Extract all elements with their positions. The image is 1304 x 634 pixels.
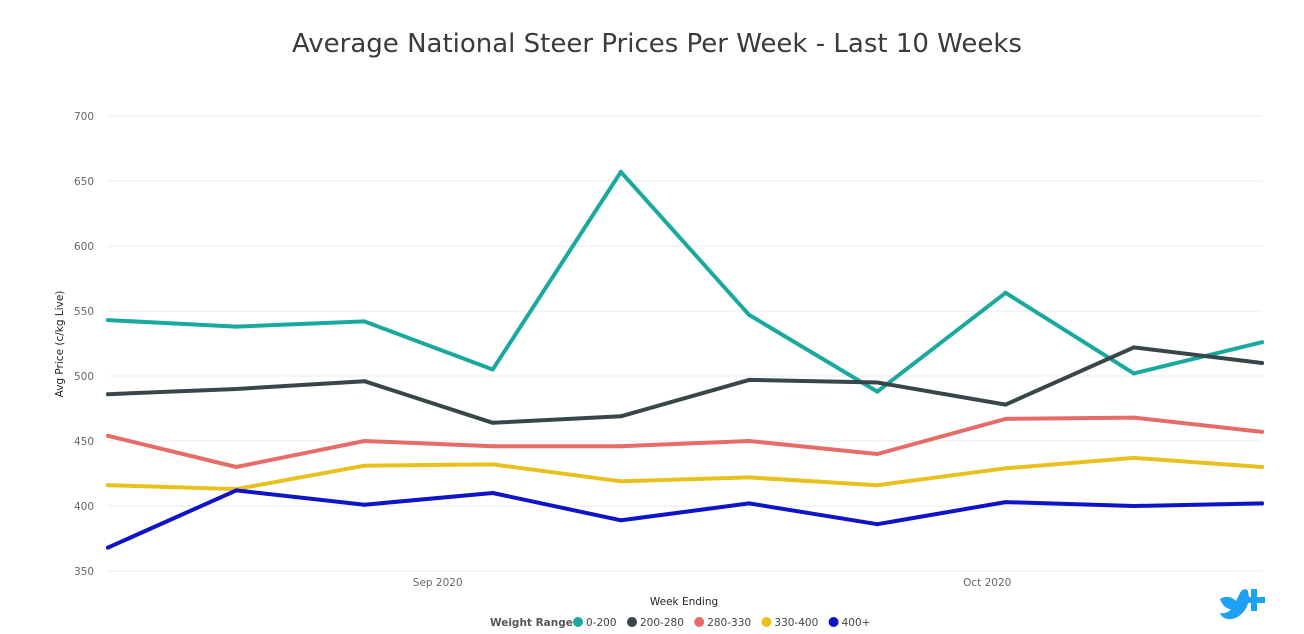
data-point xyxy=(618,414,623,419)
data-point xyxy=(106,545,110,550)
data-point xyxy=(106,318,110,323)
data-point xyxy=(1260,429,1264,434)
legend-item-330-400[interactable]: 330-400 xyxy=(761,617,818,629)
data-point xyxy=(747,501,752,506)
data-point xyxy=(1260,361,1264,365)
legend-title: Weight Range xyxy=(490,617,573,629)
data-point xyxy=(490,444,495,449)
data-point xyxy=(618,479,623,484)
y-tick-label: 450 xyxy=(74,436,94,448)
twitter-plus-logo xyxy=(1220,589,1265,620)
data-point xyxy=(490,367,495,372)
legend-label: 0-200 xyxy=(586,617,617,629)
series-line-200-280 xyxy=(106,345,1264,425)
data-point xyxy=(1260,340,1264,345)
data-point xyxy=(234,387,239,391)
data-point xyxy=(875,389,880,394)
data-point xyxy=(1003,500,1008,505)
legend-item-0-200[interactable]: 0-200 xyxy=(573,617,617,629)
series-lines xyxy=(106,169,1264,550)
series-line-330-400 xyxy=(106,455,1264,492)
data-point xyxy=(362,439,367,443)
legend-item-400+[interactable]: 400+ xyxy=(828,617,871,629)
data-point xyxy=(1131,455,1136,460)
series-line-400+ xyxy=(106,488,1264,550)
y-tick-label: 400 xyxy=(74,501,94,513)
data-point xyxy=(234,465,239,469)
data-point xyxy=(362,319,367,324)
data-point xyxy=(747,475,752,480)
data-point xyxy=(106,483,110,488)
y-tick-label: 700 xyxy=(74,111,94,123)
data-point xyxy=(1131,415,1136,420)
legend-item-200-280[interactable]: 200-280 xyxy=(627,617,684,629)
data-point xyxy=(1131,371,1136,376)
data-point xyxy=(747,312,752,317)
legend-label: 200-280 xyxy=(640,617,684,629)
legend-marker xyxy=(761,617,772,627)
legend-item-280-330[interactable]: 280-330 xyxy=(694,617,751,629)
y-tick-label: 350 xyxy=(74,566,94,578)
legend-label: 400+ xyxy=(842,617,871,629)
data-point xyxy=(106,392,110,397)
data-point xyxy=(875,483,880,488)
legend-label: 280-330 xyxy=(707,617,751,629)
data-point xyxy=(490,491,495,495)
data-point xyxy=(362,379,367,384)
y-axis-ticks: 700 650 600 550 500 450 400 350 xyxy=(74,111,94,578)
data-point xyxy=(875,380,880,385)
chart-title: Average National Steer Prices Per Week -… xyxy=(292,29,1022,59)
data-point xyxy=(1131,345,1136,350)
data-point xyxy=(618,444,623,449)
data-point xyxy=(875,452,880,456)
data-point xyxy=(1260,501,1264,506)
y-tick-label: 550 xyxy=(74,306,94,318)
data-point xyxy=(875,522,880,527)
y-tick-label: 650 xyxy=(74,176,94,188)
series-line-0-200 xyxy=(106,169,1264,394)
data-point xyxy=(747,439,752,443)
y-tick-label: 500 xyxy=(74,371,94,383)
data-point xyxy=(747,377,752,382)
legend-marker xyxy=(828,617,839,627)
data-point xyxy=(1003,290,1008,295)
x-axis-label: Week Ending xyxy=(650,596,718,608)
x-axis-ticks: Sep 2020 Oct 2020 xyxy=(413,577,1012,589)
x-tick-label: Oct 2020 xyxy=(963,577,1011,589)
plus-icon xyxy=(1243,589,1265,611)
data-point xyxy=(490,462,495,467)
data-point xyxy=(234,488,239,493)
legend-label: 330-400 xyxy=(774,617,818,629)
legend[interactable]: Weight Range 0-200 200-280 280-330 330-400 4… xyxy=(490,617,870,629)
data-point xyxy=(1003,402,1008,407)
legend-marker xyxy=(627,617,637,627)
data-point xyxy=(490,420,495,425)
data-point xyxy=(618,518,623,523)
data-point xyxy=(234,324,239,329)
data-point xyxy=(1003,416,1008,421)
y-axis-label: Avg Price (c/kg Live) xyxy=(54,291,66,398)
data-point xyxy=(106,433,110,438)
y-tick-label: 600 xyxy=(74,241,94,253)
legend-marker xyxy=(694,617,705,627)
series-line-280-330 xyxy=(106,415,1264,469)
data-point xyxy=(362,502,367,507)
data-point xyxy=(1131,504,1136,508)
x-tick-label: Sep 2020 xyxy=(413,577,463,589)
data-point xyxy=(362,463,367,468)
data-point xyxy=(618,169,623,174)
data-point xyxy=(1260,465,1264,469)
bird-icon xyxy=(1220,589,1249,620)
legend-marker xyxy=(573,617,583,627)
data-point xyxy=(1003,466,1008,471)
